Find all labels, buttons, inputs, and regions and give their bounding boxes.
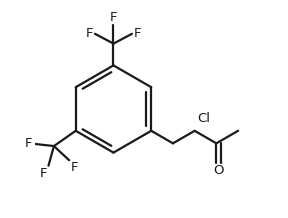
Text: F: F [40,167,48,180]
Text: Cl: Cl [197,112,210,125]
Text: F: F [70,161,78,174]
Text: F: F [25,137,33,150]
Text: F: F [110,11,117,24]
Text: F: F [86,27,93,40]
Text: F: F [134,27,141,40]
Text: O: O [213,164,224,177]
